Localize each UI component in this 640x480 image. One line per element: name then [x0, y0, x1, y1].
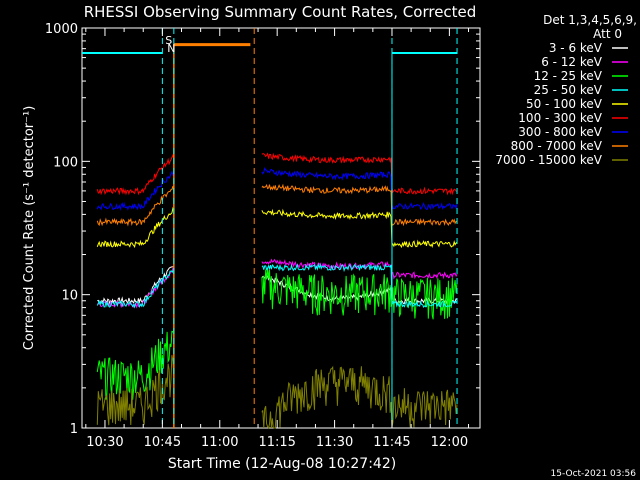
legend-entry: 800 - 7000 keV: [511, 139, 603, 153]
series-line-post: [261, 166, 458, 211]
series-line-pre: [96, 170, 175, 211]
series-line-post: [261, 152, 458, 196]
series-line-pre: [96, 153, 175, 196]
series-line-pre: [96, 355, 175, 426]
timestamp: 15-Oct-2021 03:56: [551, 469, 637, 479]
y-axis-label: Corrected Count Rate (s⁻¹ detector⁻¹): [22, 106, 37, 351]
plot-frame: [81, 27, 481, 429]
series-line-post: [261, 183, 458, 227]
x-tick-label: 10:45: [144, 435, 181, 450]
series-line-pre: [96, 268, 175, 309]
y-tick-label: 10: [61, 289, 78, 304]
series-line-pre: [96, 329, 175, 400]
axes: 1 10 100 1000 10:30 10:45 11:00 11:15 11:30 11:45…: [45, 22, 480, 450]
series-line-pre: [97, 265, 174, 306]
legend-entry: 6 - 12 keV: [541, 55, 603, 69]
legend-entry: 12 - 25 keV: [534, 69, 603, 83]
series-line-pre: [96, 186, 175, 227]
series-line-post: [261, 208, 458, 249]
x-tick-label: 11:00: [201, 435, 238, 450]
chart-title: RHESSI Observing Summary Count Rates, Co…: [84, 3, 477, 21]
legend-entry: 50 - 100 keV: [526, 97, 603, 111]
series-line-post: [261, 258, 458, 280]
x-axis-label: Start Time (12-Aug-08 10:27:42): [168, 456, 396, 472]
x-tick-label: 12:00: [431, 435, 468, 450]
y-tick-label: 1: [70, 422, 78, 437]
legend-header: Att 0: [593, 27, 622, 41]
annotation-n: N: [167, 42, 175, 55]
legend-entry: 300 - 800 keV: [518, 125, 602, 139]
legend-header: Det 1,3,4,5,6,9,: [543, 13, 637, 27]
series-line-pre: [96, 206, 175, 249]
x-tick-label: 10:30: [86, 435, 123, 450]
series-line-post: [261, 365, 458, 430]
legend-entry: 100 - 300 keV: [518, 111, 602, 125]
x-tick-label: 11:15: [258, 435, 295, 450]
x-tick-label: 11:30: [316, 435, 353, 450]
legend-entry: 7000 - 15000 keV: [495, 153, 602, 167]
plot-area: SN: [82, 28, 458, 430]
legend-entry: 3 - 6 keV: [549, 41, 603, 55]
series-line-post: [261, 268, 458, 320]
x-tick-label: 11:45: [373, 435, 410, 450]
legend-entry: 25 - 50 keV: [534, 83, 603, 97]
annotation-s: S: [165, 34, 172, 47]
series-line-post: [261, 262, 458, 309]
y-tick-label: 100: [53, 155, 78, 170]
y-tick-label: 1000: [45, 22, 78, 37]
